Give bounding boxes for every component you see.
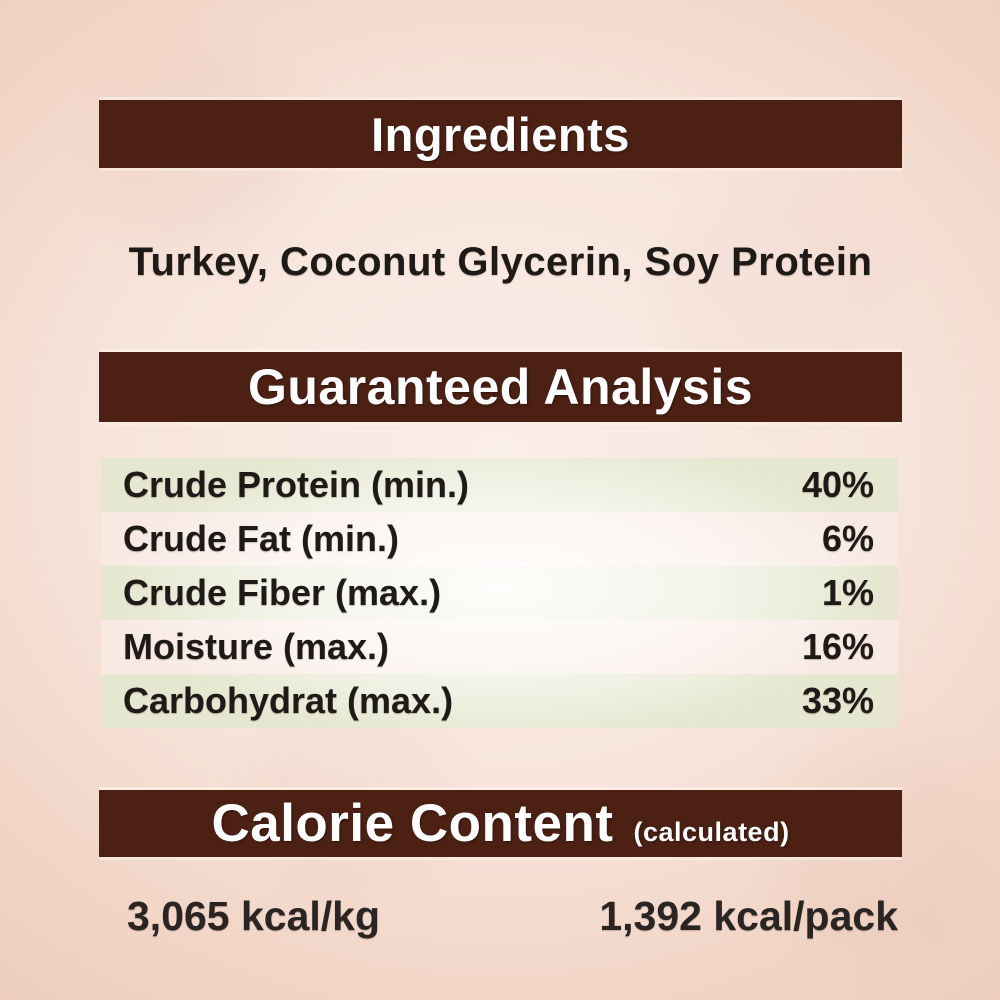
calorie-content-title-group: Calorie Content (calculated) [211,793,789,854]
table-row: Crude Fat (min.) 6% [101,512,898,566]
nutrient-value: 40% [801,464,874,505]
calorie-content-subtitle: (calculated) [633,817,790,847]
table-row: Crude Fiber (max.) 1% [101,566,898,620]
guaranteed-analysis-table: Crude Protein (min.) 40% Crude Fat (min.… [101,458,898,728]
table-row: Carbohydrat (max.) 33% [101,674,898,728]
ingredients-list: Turkey, Coconut Glycerin, Soy Protein [128,240,873,284]
calorie-content-title: Calorie Content [211,794,614,853]
nutrient-value: 6% [821,518,874,559]
table-row: Moisture (max.) 16% [101,620,898,674]
ingredients-header-banner: Ingredients [99,100,902,168]
nutrient-label: Crude Fat (min.) [123,518,399,559]
calorie-values-row: 3,065 kcal/kg 1,392 kcal/pack [99,893,902,940]
ingredients-title: Ingredients [371,107,630,161]
guaranteed-analysis-header-banner: Guaranteed Analysis [99,352,902,422]
calories-per-kg: 3,065 kcal/kg [127,893,381,939]
nutrient-value: 1% [821,572,874,613]
nutrient-label: Carbohydrat (max.) [123,680,454,721]
nutrient-label: Moisture (max.) [123,626,390,667]
calorie-content-header-banner: Calorie Content (calculated) [99,790,902,857]
nutrient-label: Crude Fiber (max.) [123,572,442,613]
table-row: Crude Protein (min.) 40% [101,458,898,512]
nutrient-value: 16% [801,626,874,667]
calories-per-pack: 1,392 kcal/pack [599,893,898,939]
nutrient-value: 33% [801,680,874,721]
guaranteed-analysis-title: Guaranteed Analysis [247,359,754,415]
nutrient-label: Crude Protein (min.) [123,464,470,505]
